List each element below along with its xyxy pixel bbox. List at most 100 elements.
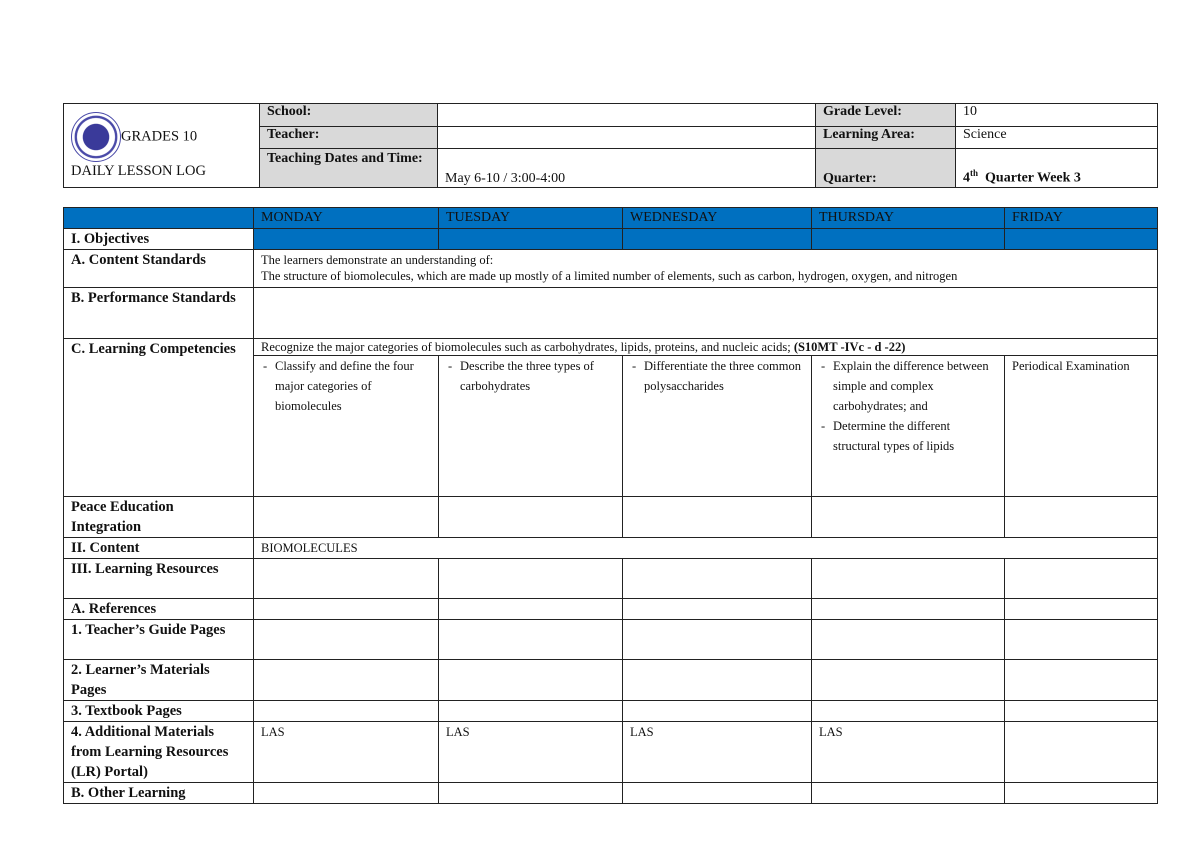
cell (811, 782, 1005, 804)
tg-row: 1. Teacher’s Guide Pages (63, 619, 1158, 660)
cell (811, 659, 1005, 701)
cell (1004, 700, 1158, 722)
cell (253, 700, 439, 722)
dates-label: Teaching Dates and Time: (259, 148, 438, 188)
other-row: B. Other Learning (63, 782, 1158, 804)
title-cell: GRADES 10 DAILY LESSON LOG (63, 103, 260, 188)
grade-value: 10 (955, 103, 1158, 127)
content-standards-text: The learners demonstrate an understandin… (253, 249, 1158, 288)
resources-row: III. Learning Resources (63, 558, 1158, 599)
cell (811, 496, 1005, 538)
performance-row: B. Performance Standards (63, 287, 1158, 339)
cell (622, 496, 812, 538)
title-line2: DAILY LESSON LOG (71, 162, 206, 179)
cell (1004, 558, 1158, 599)
cell (438, 619, 623, 660)
wed-las: LAS (622, 721, 812, 783)
cell (253, 496, 439, 538)
wed-competency: Differentiate the three common polysacch… (622, 355, 812, 497)
cell (811, 700, 1005, 722)
content-label: II. Content (63, 537, 254, 559)
lm-label: 2. Learner’s Materials Pages (63, 659, 254, 701)
cell (253, 619, 439, 660)
list-item: Classify and define the four major categ… (263, 357, 431, 417)
cell (1004, 659, 1158, 701)
teacher-label: Teacher: (259, 126, 438, 149)
tg-label: 1. Teacher’s Guide Pages (63, 619, 254, 660)
quarter-num: 4 (963, 171, 970, 186)
area-value: Science (955, 126, 1158, 149)
cell (253, 598, 439, 620)
mon-las: LAS (253, 721, 439, 783)
day-tuesday: TUESDAY (438, 207, 623, 229)
list-item: Determine the different structural types… (821, 416, 997, 456)
cell (253, 782, 439, 804)
school-label: School: (259, 103, 438, 127)
cell (811, 598, 1005, 620)
cell (622, 558, 812, 599)
cell (1004, 619, 1158, 660)
cell (438, 782, 623, 804)
cell (1004, 496, 1158, 538)
additional-label: 4. Additional Materials from Learning Re… (63, 721, 254, 783)
list-item: Describe the three types of carbohydrate… (448, 357, 615, 397)
resources-label: III. Learning Resources (63, 558, 254, 599)
grade-label: Grade Level: (815, 103, 956, 127)
day-thursday: THURSDAY (811, 207, 1005, 229)
title-line1: GRADES 10 (121, 127, 198, 144)
list-item: Differentiate the three common polysacch… (632, 357, 804, 397)
fri-competency: Periodical Examination (1004, 355, 1158, 497)
objectives-row: I. Objectives (63, 228, 1158, 250)
quarter-sup: th (970, 168, 979, 179)
peace-row: Peace Education Integration (63, 496, 1158, 538)
quarter-value: 4th Quarter Week 3 (955, 148, 1158, 188)
cs-line2: The structure of biomolecules, which are… (261, 269, 958, 283)
cell (811, 558, 1005, 599)
cell (253, 228, 439, 250)
day-friday: FRIDAY (1004, 207, 1158, 229)
cell (438, 496, 623, 538)
cell (253, 659, 439, 701)
additional-row: 4. Additional Materials from Learning Re… (63, 721, 1158, 783)
references-label: A. References (63, 598, 254, 620)
cell (1004, 228, 1158, 250)
cell (1004, 721, 1158, 783)
thu-las: LAS (811, 721, 1005, 783)
references-row: A. References (63, 598, 1158, 620)
list-item: Explain the difference between simple an… (821, 357, 997, 417)
cell (438, 228, 623, 250)
objectives-label: I. Objectives (63, 228, 254, 250)
cell (253, 558, 439, 599)
header-table: GRADES 10 DAILY LESSON LOG School: Grade … (63, 103, 1158, 188)
tue-competency: Describe the three types of carbohydrate… (438, 355, 623, 497)
cell (1004, 598, 1158, 620)
area-label: Learning Area: (815, 126, 956, 149)
cell (622, 700, 812, 722)
quarter-rest: Quarter Week 3 (985, 171, 1081, 186)
lesson-log-table: MONDAY TUESDAY WEDNESDAY THURSDAY FRIDAY… (63, 207, 1158, 804)
performance-label: B. Performance Standards (63, 287, 254, 339)
cell (622, 228, 812, 250)
content-standards-row: A. Content Standards The learners demons… (63, 249, 1158, 288)
content-text: BIOMOLECULES (253, 537, 1158, 559)
tb-label: 3. Textbook Pages (63, 700, 254, 722)
competencies-code: (S10MT -IVc - d -22) (793, 340, 906, 354)
competencies-days-row: Classify and define the four major categ… (64, 355, 1158, 497)
thu-competency: Explain the difference between simple an… (811, 355, 1005, 497)
cell (622, 782, 812, 804)
competencies-label: C. Learning Competencies (63, 338, 254, 497)
cell (438, 598, 623, 620)
cell (811, 228, 1005, 250)
blank-header (63, 207, 254, 229)
day-monday: MONDAY (253, 207, 439, 229)
content-standards-label: A. Content Standards (63, 249, 254, 288)
quarter-label: Quarter: (815, 148, 956, 188)
competencies-main: Recognize the major categories of biomol… (261, 340, 791, 354)
cell (622, 598, 812, 620)
performance-text (253, 287, 1158, 339)
lm-row: 2. Learner’s Materials Pages (63, 659, 1158, 701)
competencies-text: Recognize the major categories of biomol… (253, 338, 1158, 356)
mon-competency: Classify and define the four major categ… (253, 355, 439, 497)
cell (438, 700, 623, 722)
cell (622, 659, 812, 701)
